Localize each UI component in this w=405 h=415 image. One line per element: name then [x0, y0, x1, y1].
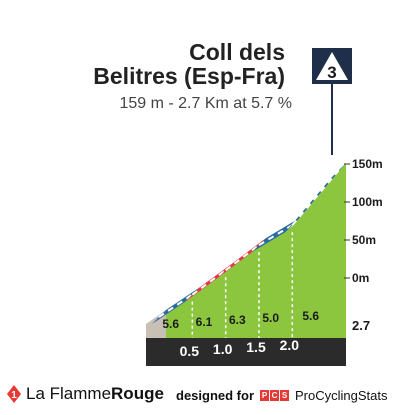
y-tick-label-4: 0m [352, 271, 369, 285]
road-center-line-3 [225, 244, 260, 272]
y-tick-label-2: 100m [352, 195, 383, 209]
road-center-line-5 [291, 169, 340, 226]
gradient-label-2: 6.1 [196, 315, 213, 329]
y-tick-label-1: 150m [352, 157, 383, 171]
gradient-label-4: 5.0 [262, 311, 279, 325]
lfr-brand: 1 La FlammeRouge [6, 384, 164, 404]
climb-subtitle: 159 m - 2.7 Km at 5.7 % [119, 95, 292, 112]
y-tick-label-3: 50m [352, 233, 376, 247]
profile-base-strip [146, 338, 346, 366]
elevation-profile-chart: 5.6 6.1 6.3 5.0 5.60.5 1.0 1.5 2.02.7150m100m50… [146, 48, 383, 366]
brand-name: La FlammeRouge [26, 384, 164, 403]
climb-title-line1: Coll dels [189, 39, 285, 65]
gradient-label-3: 6.3 [229, 313, 246, 327]
km-label-3: 1.5 [246, 339, 266, 355]
road-center-line-1 [158, 293, 193, 318]
gradient-label-5: 5.6 [302, 309, 319, 323]
svg-text:1: 1 [11, 390, 17, 401]
gradient-label-1: 5.6 [162, 317, 179, 331]
category-number: 3 [327, 63, 336, 82]
road-segment-4 [252, 218, 300, 253]
pcs-name: ProCyclingStats [295, 388, 388, 403]
end-distance-label: 2.7 [352, 318, 370, 333]
climb-category-badge: 3 [312, 48, 352, 84]
climb-category-triangle-icon [316, 52, 348, 80]
km-label-2: 1.0 [213, 341, 233, 357]
km-label-1: 0.5 [180, 343, 200, 359]
km-label-4: 2.0 [280, 337, 300, 353]
flamme-rouge-logo-icon: 1 [7, 385, 21, 403]
profile-front-face [166, 163, 346, 338]
road-center-line-2 [191, 269, 227, 296]
climb-title-line2: Belitres (Esp-Fra) [93, 63, 285, 89]
designed-for-label: designed for [176, 388, 255, 403]
